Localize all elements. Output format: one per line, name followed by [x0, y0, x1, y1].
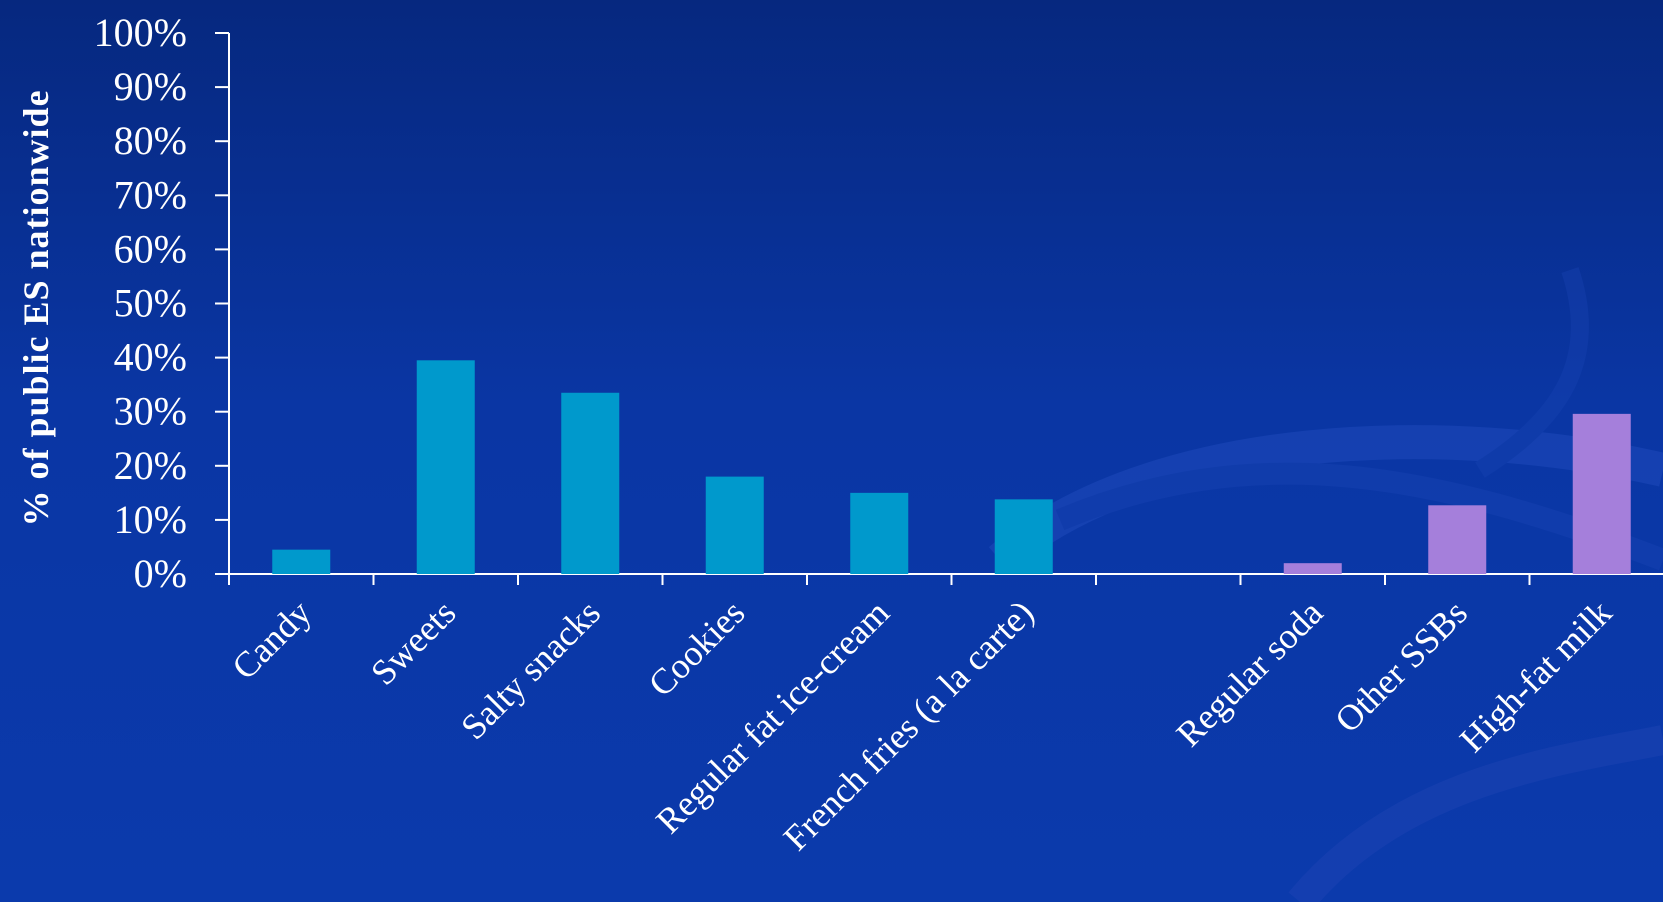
- bar-regular-soda: [1283, 563, 1342, 574]
- bar-candy: [272, 549, 331, 574]
- y-tick-label: 50%: [114, 281, 187, 326]
- x-category-label: High-fat milk: [1452, 592, 1620, 760]
- x-category-label: Candy: [224, 592, 319, 687]
- y-tick-label: 0%: [134, 551, 187, 596]
- y-tick-label: 70%: [114, 172, 187, 217]
- x-category-label: Other SSBs: [1327, 592, 1475, 740]
- bar-french-fries-a-la-carte: [994, 499, 1053, 574]
- bar-cookies: [705, 476, 764, 574]
- x-category-label: Sweets: [363, 592, 463, 692]
- x-category-label: Cookies: [641, 592, 753, 704]
- y-tick-label: 60%: [114, 226, 187, 271]
- y-tick-label: 10%: [114, 497, 187, 542]
- y-tick-label: 30%: [114, 389, 187, 434]
- bar-salty-snacks: [561, 392, 620, 574]
- bars: [272, 360, 1631, 574]
- y-tick-label: 40%: [114, 335, 187, 380]
- bar-sweets: [416, 360, 475, 574]
- y-tick-label: 100%: [94, 10, 187, 55]
- y-tick-label: 20%: [114, 443, 187, 488]
- background-swoosh: [988, 267, 1663, 902]
- y-tick-label: 80%: [114, 118, 187, 163]
- bar-other-ssbs: [1428, 505, 1487, 574]
- bar-high-fat-milk: [1572, 413, 1631, 574]
- bar-regular-fat-ice-cream: [850, 492, 909, 574]
- x-category-label: Salty snacks: [453, 592, 608, 747]
- x-category-label: French fries (a la carte): [776, 592, 1042, 858]
- x-category-label: Regular soda: [1169, 592, 1331, 754]
- y-tick-label: 90%: [114, 64, 187, 109]
- y-axis-title: % of public ES nationwide: [16, 89, 56, 526]
